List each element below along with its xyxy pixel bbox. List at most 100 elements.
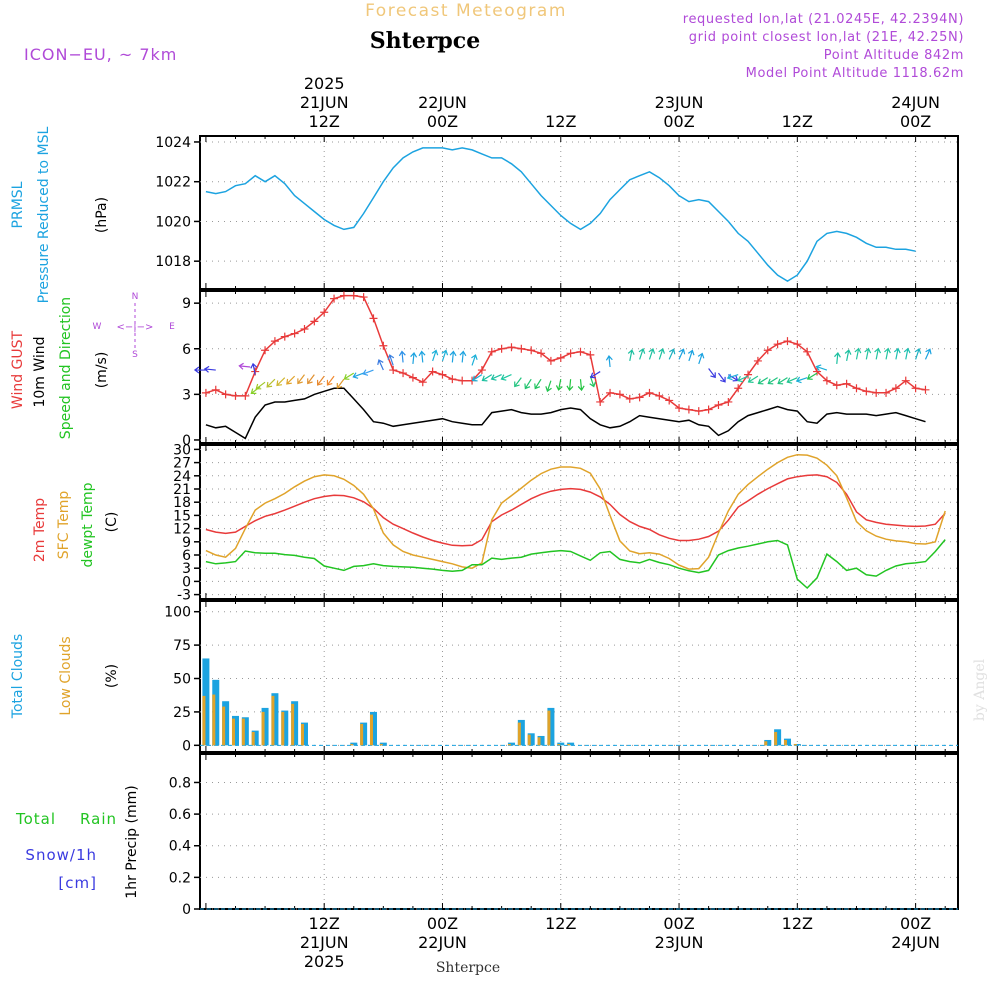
gust-marker	[389, 366, 398, 375]
gust-marker	[714, 401, 723, 409]
temperature-ytick-label: 27	[173, 456, 191, 472]
wind-arrow	[717, 372, 726, 383]
low-cloud-bar	[360, 723, 364, 746]
wind-arrow	[387, 354, 395, 366]
precip-panel: 0 0.2 0.4 0.6 0.8	[169, 753, 959, 918]
total-cloud-bar	[369, 711, 377, 746]
total-cloud-bar	[271, 693, 279, 746]
low-cloud-bar	[281, 711, 285, 746]
low-cloud-bar	[212, 694, 216, 746]
wind-arrow	[708, 368, 716, 379]
gust-marker	[734, 384, 743, 393]
gust-marker	[359, 293, 368, 302]
wind-arrow	[276, 377, 286, 387]
precip-total-label: Total	[15, 810, 56, 828]
clouds-ytick-label: 50	[173, 672, 191, 688]
wind-arrow	[864, 347, 872, 360]
gust-marker	[901, 376, 910, 385]
gust-marker	[438, 370, 447, 379]
total-cloud-bar	[281, 710, 289, 746]
clouds-panel: 0 25 50 75 100	[164, 600, 959, 754]
wind-arrow	[924, 348, 932, 360]
gust-marker	[349, 291, 358, 300]
wind-arrow	[577, 379, 585, 392]
wind-arrow	[697, 352, 705, 365]
gust-marker	[231, 391, 240, 400]
temperature-ytick-label: 12	[173, 522, 191, 538]
wind-arrow	[459, 350, 467, 363]
pressure-ytick-label: 1022	[155, 175, 191, 191]
gust-marker	[832, 381, 841, 390]
gust-marker	[339, 291, 348, 300]
precip-snow-unit: [cm]	[58, 874, 97, 892]
temperature-ytick-label: 3	[182, 561, 191, 577]
wind-arrow	[410, 352, 418, 365]
clouds-ytick-label: 75	[173, 638, 191, 654]
clouds-ytick-label: 100	[164, 605, 191, 621]
gust-marker	[477, 366, 486, 375]
pressure-ytick-label: 1020	[155, 214, 191, 230]
time-axis-label: 00Z	[663, 112, 694, 131]
wind-arrow	[638, 348, 646, 360]
total-cloud-bar	[231, 715, 239, 746]
time-axis-label: 22JUN	[418, 933, 467, 952]
gust-marker	[615, 390, 624, 399]
time-axis-label: 00Z	[900, 914, 931, 933]
time-axis-label: 00Z	[427, 914, 458, 933]
wind-frame	[199, 290, 959, 444]
compass-s: S	[132, 350, 138, 360]
wind-arrow	[844, 349, 852, 362]
compass-w: W	[93, 322, 102, 332]
wind-arrow	[786, 377, 798, 384]
wind-arrow	[362, 369, 374, 376]
gust-marker	[290, 329, 299, 338]
wind-arrow	[316, 375, 325, 386]
wind-arrow	[534, 378, 542, 390]
wind-arrow	[336, 378, 345, 389]
gust-marker	[822, 376, 831, 385]
requested-coords: requested lon,lat (21.0245E, 42.2394N)	[683, 12, 964, 27]
low-cloud-bar	[567, 743, 571, 746]
gust-marker	[399, 369, 408, 378]
precip-ytick-label: 0	[182, 902, 191, 918]
clouds-frame	[199, 600, 959, 753]
gust-marker	[852, 384, 861, 393]
pressure-ytick-label: 1018	[155, 254, 191, 270]
wind-arrow	[449, 350, 457, 363]
gust-marker	[408, 373, 417, 382]
2m-temp-line	[205, 474, 946, 547]
wind-arrow	[555, 379, 563, 391]
low-cloud-bar	[527, 734, 531, 746]
temperature-frame	[199, 444, 959, 600]
wind-gust-line	[205, 294, 926, 412]
total-clouds-label: Total Clouds	[10, 634, 26, 719]
gust-marker	[882, 388, 891, 397]
wind-arrow	[884, 347, 891, 360]
wind-arrow	[914, 348, 922, 360]
wind-ytick-label: 6	[182, 342, 191, 358]
temp-sfc-label: SFC Temp	[56, 491, 72, 560]
time-axis-label: 2025	[304, 952, 345, 971]
wind-arrow	[893, 347, 901, 360]
pressure-label-1: PRMSL	[10, 181, 26, 228]
wind-arrow	[326, 375, 335, 386]
wind-arrow	[203, 365, 216, 373]
wind-arrow	[815, 364, 828, 372]
temperature-ytick-label: -3	[177, 588, 191, 604]
total-cloud-bar	[360, 722, 368, 746]
wind-arrow	[854, 347, 862, 360]
wind-arrow	[297, 374, 305, 385]
total-cloud-bar	[291, 701, 299, 746]
low-cloud-bar	[251, 731, 255, 746]
gust-marker	[201, 388, 210, 397]
wind-speed-dir-label: Speed and Direction	[58, 297, 74, 439]
gust-marker	[320, 308, 329, 317]
model-label: ICON−EU, ~ 7km	[24, 45, 177, 64]
gust-marker	[813, 367, 822, 376]
gust-marker	[586, 350, 595, 359]
gust-marker	[507, 343, 516, 352]
total-cloud-bar	[567, 742, 575, 746]
prmsl-line	[205, 147, 916, 282]
low-cloud-bar	[300, 723, 304, 746]
